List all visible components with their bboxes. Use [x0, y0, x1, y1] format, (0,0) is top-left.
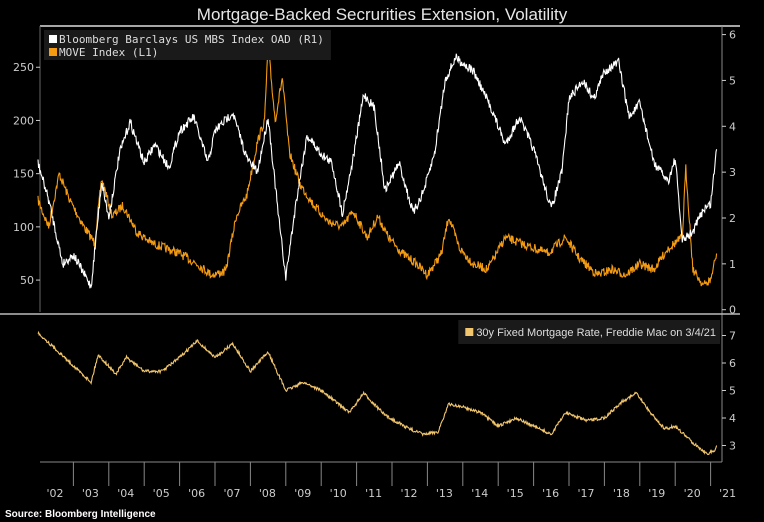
x-tick-label: '09	[294, 487, 311, 500]
mbs-oad-line	[37, 53, 718, 289]
right-tick-label: 4	[729, 120, 736, 133]
x-tick-label: '05	[153, 487, 170, 500]
left-tick-label: 50	[20, 274, 34, 287]
x-tick-label: '18	[613, 487, 630, 500]
x-tick-label: '02	[46, 487, 63, 500]
bottom-right-tick-label: 7	[729, 330, 736, 343]
bottom-right-tick-label: 5	[729, 385, 736, 398]
x-tick-label: '15	[507, 487, 524, 500]
left-tick-label: 250	[13, 61, 34, 74]
legend-swatch	[49, 48, 57, 56]
legend-swatch	[465, 328, 474, 336]
x-tick-label: '10	[330, 487, 347, 500]
chart-title: Mortgage-Backed Secrurities Extension, V…	[196, 5, 568, 24]
x-tick-label: '11	[365, 487, 382, 500]
mortgage-rate-line	[37, 330, 718, 456]
x-tick-label: '16	[542, 487, 559, 500]
x-tick-label: '07	[223, 487, 240, 500]
x-tick-label: '21	[719, 487, 736, 500]
top-legend-box	[44, 30, 331, 60]
bottom-legend-box	[458, 320, 720, 344]
legend-swatch	[49, 35, 57, 43]
left-tick-label: 150	[13, 168, 34, 181]
x-tick-label: '12	[400, 487, 417, 500]
right-tick-label: 1	[729, 258, 736, 271]
x-tick-label: '06	[188, 487, 205, 500]
x-tick-label: '04	[117, 487, 134, 500]
x-tick-label: '13	[436, 487, 453, 500]
source-note: Source: Bloomberg Intelligence	[5, 509, 156, 520]
legend-label: 30y Fixed Mortgage Rate, Freddie Mac on …	[476, 327, 716, 339]
legend-label: MOVE Index (L1)	[59, 46, 158, 59]
left-tick-label: 100	[13, 221, 34, 234]
x-tick-label: '17	[577, 487, 594, 500]
left-tick-label: 200	[13, 114, 34, 127]
right-tick-label: 2	[729, 212, 736, 225]
right-tick-label: 6	[729, 29, 736, 42]
move-index-line	[37, 45, 718, 287]
right-tick-label: 5	[729, 74, 736, 87]
x-tick-label: '03	[82, 487, 99, 500]
bottom-right-tick-label: 3	[729, 440, 736, 453]
x-tick-label: '20	[684, 487, 701, 500]
right-tick-label: 3	[729, 166, 736, 179]
legend-label: Bloomberg Barclays US MBS Index OAD (R1)	[59, 33, 324, 46]
bottom-right-tick-label: 4	[729, 412, 736, 425]
bottom-right-tick-label: 6	[729, 357, 736, 370]
x-tick-label: '14	[471, 487, 488, 500]
right-tick-label: 0	[729, 304, 736, 317]
x-tick-label: '19	[648, 487, 665, 500]
x-tick-label: '08	[259, 487, 276, 500]
